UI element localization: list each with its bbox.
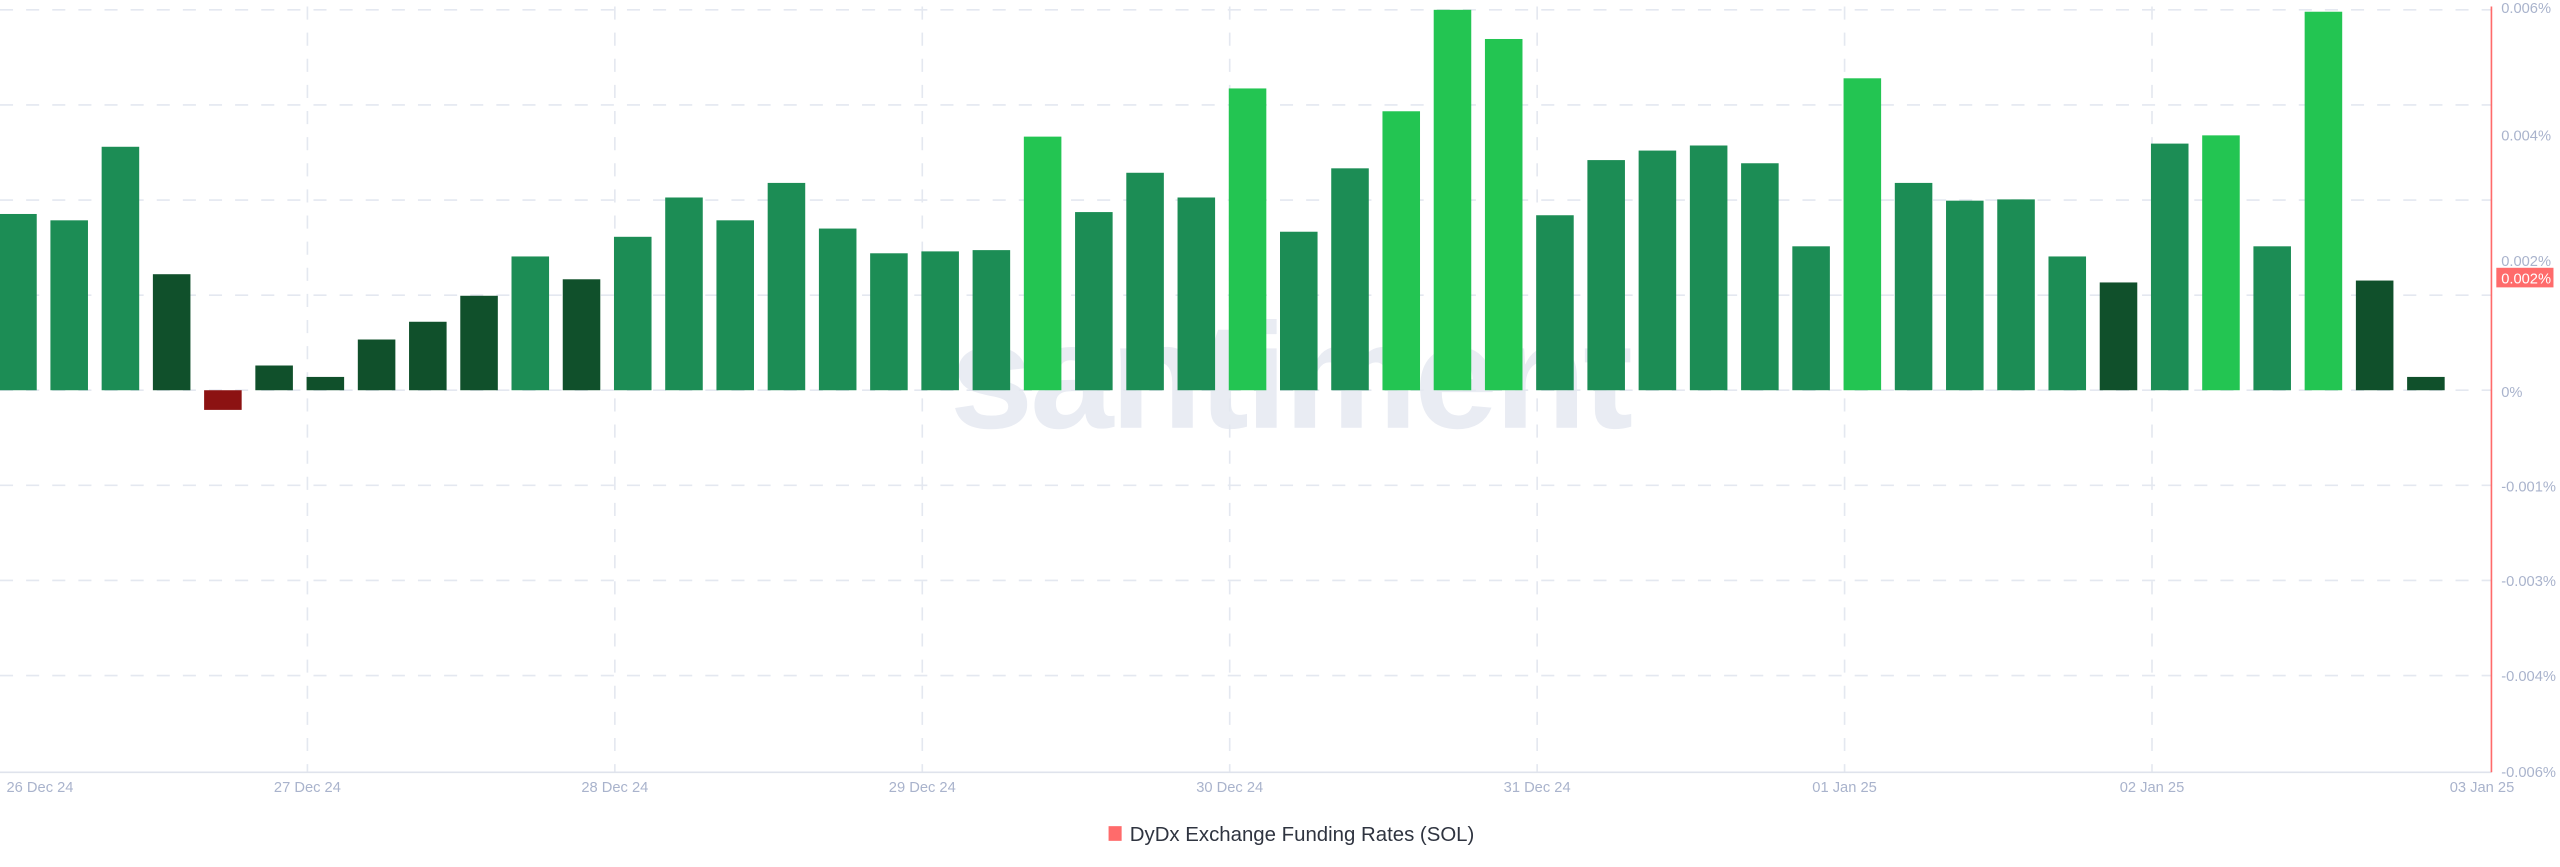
bar[interactable]: [613, 236, 652, 391]
bar[interactable]: [409, 321, 447, 391]
bar[interactable]: [152, 274, 191, 391]
bar[interactable]: [50, 220, 88, 391]
x-tick-label: 29 Dec 24: [889, 780, 956, 796]
bar[interactable]: [204, 390, 242, 410]
bar[interactable]: [1484, 38, 1523, 391]
y-tick-label: -0.003%: [2501, 574, 2556, 590]
current-value-label: 0.002%: [2501, 271, 2551, 287]
bar[interactable]: [2099, 282, 2138, 391]
bar[interactable]: [1843, 78, 1882, 391]
x-tick-label: 01 Jan 25: [1812, 780, 1877, 796]
bar[interactable]: [1023, 136, 1062, 391]
bar[interactable]: [1382, 111, 1421, 391]
bar[interactable]: [1689, 145, 1728, 391]
y-tick-label: 0.004%: [2501, 128, 2551, 144]
bar[interactable]: [2048, 256, 2087, 391]
y-tick-label: 0.006%: [2501, 1, 2551, 17]
bar[interactable]: [665, 197, 703, 391]
bar[interactable]: [1946, 200, 1984, 391]
legend[interactable]: DyDx Exchange Funding Rates (SOL): [1108, 824, 1475, 846]
bar[interactable]: [1587, 160, 1625, 391]
bar[interactable]: [2150, 143, 2189, 391]
bar[interactable]: [255, 365, 293, 391]
legend-swatch: [1108, 826, 1122, 841]
x-tick-label: 03 Jan 25: [2450, 780, 2515, 796]
x-tick-label: 02 Jan 25: [2120, 780, 2185, 796]
bar[interactable]: [1741, 163, 1779, 391]
bar[interactable]: [2355, 280, 2394, 391]
bar[interactable]: [562, 279, 601, 391]
x-tick-label: 27 Dec 24: [274, 780, 341, 796]
bar[interactable]: [2407, 376, 2445, 391]
bar[interactable]: [1075, 212, 1113, 391]
bar[interactable]: [1126, 172, 1164, 391]
y-tick-label: -0.001%: [2501, 479, 2556, 495]
bar[interactable]: [1331, 168, 1369, 391]
bar[interactable]: [0, 213, 37, 391]
bar[interactable]: [716, 220, 754, 391]
y-tick-label: -0.006%: [2501, 765, 2556, 781]
bar[interactable]: [1280, 231, 1318, 391]
x-axis: 26 Dec 24 27 Dec 24 28 Dec 24 29 Dec 24 30 D…: [7, 780, 2515, 796]
bar[interactable]: [767, 182, 806, 391]
bar[interactable]: [1177, 197, 1216, 391]
bar[interactable]: [1894, 182, 1933, 391]
bar[interactable]: [306, 376, 345, 391]
bar[interactable]: [2304, 11, 2343, 391]
bar[interactable]: [972, 250, 1011, 391]
x-tick-label: 31 Dec 24: [1504, 780, 1571, 796]
bar[interactable]: [1638, 150, 1677, 391]
y-tick-label: 0%: [2501, 385, 2522, 401]
x-tick-label: 28 Dec 24: [581, 780, 648, 796]
bar[interactable]: [870, 253, 908, 391]
bar[interactable]: [511, 256, 550, 391]
bar[interactable]: [1228, 88, 1267, 391]
bar[interactable]: [921, 251, 959, 391]
current-value-badge-bg: [2496, 267, 2554, 288]
current-value-badge: 0.002%: [2496, 267, 2554, 288]
bar[interactable]: [460, 295, 498, 391]
bar[interactable]: [1997, 199, 2035, 391]
bar[interactable]: [2202, 135, 2240, 391]
x-tick-label: 30 Dec 24: [1196, 780, 1263, 796]
legend-label: DyDx Exchange Funding Rates (SOL): [1130, 824, 1475, 846]
y-tick-label: -0.004%: [2501, 669, 2556, 685]
bar[interactable]: [357, 339, 396, 391]
bar[interactable]: [818, 228, 857, 391]
bar[interactable]: [1792, 246, 1830, 391]
bar[interactable]: [1536, 215, 1574, 391]
bar[interactable]: [2253, 246, 2291, 391]
y-tick-label: 0.002%: [2501, 254, 2551, 270]
bars: [0, 9, 2445, 410]
bar[interactable]: [101, 146, 140, 391]
x-tick-label: 26 Dec 24: [7, 780, 74, 796]
bar[interactable]: [1433, 9, 1472, 391]
y-axis: 0.006% 0.004% 0.002% 0% -0.001% -0.003% -0.004…: [2501, 1, 2556, 781]
